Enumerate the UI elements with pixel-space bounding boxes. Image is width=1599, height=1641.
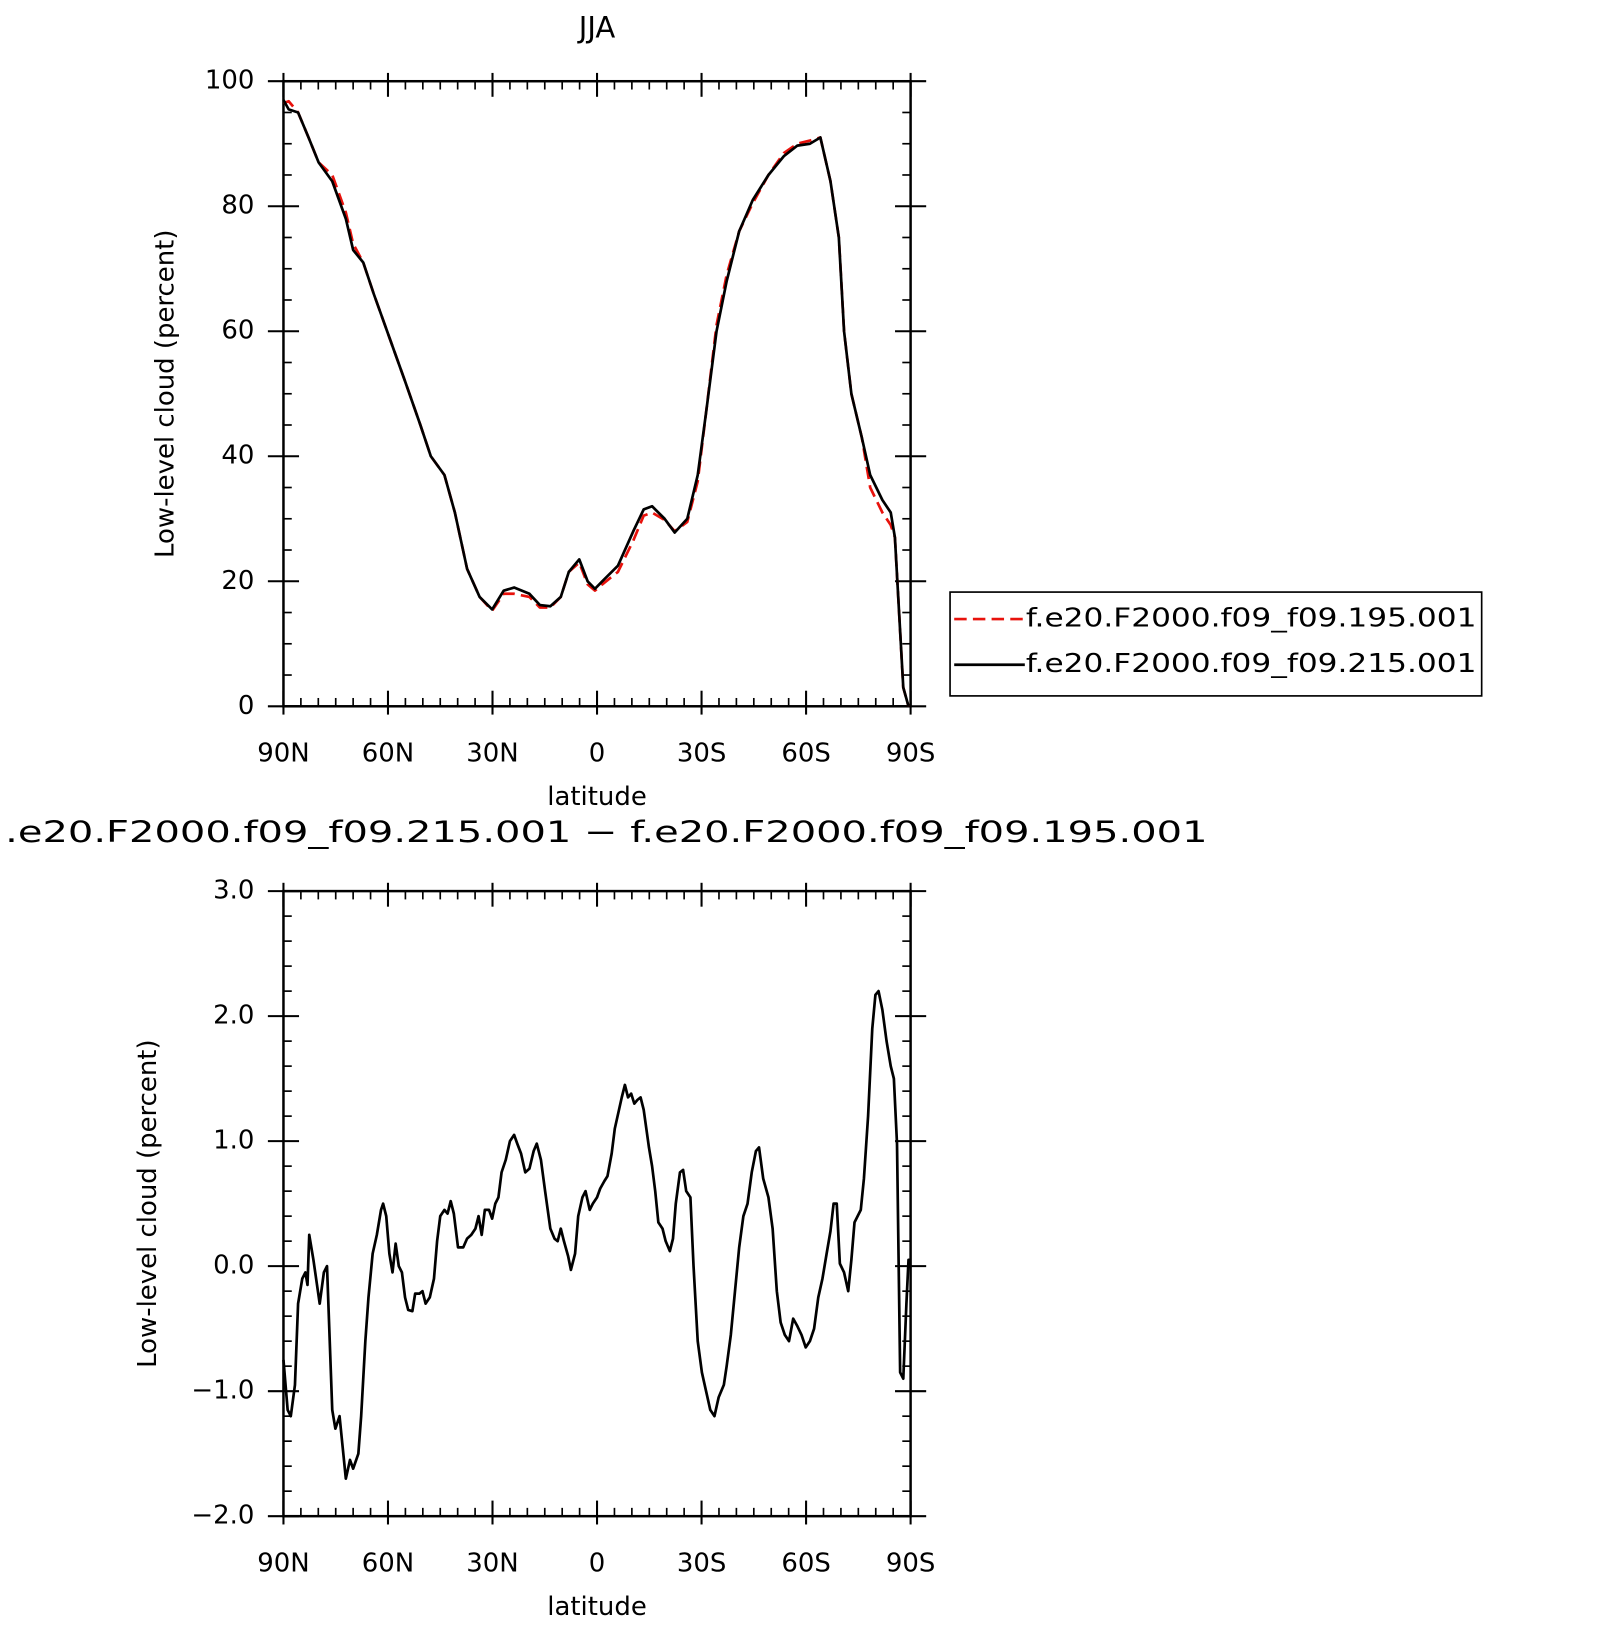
chart-title: JJA [577, 10, 616, 44]
x-tick-label: 60N [362, 1548, 414, 1578]
x-axis-label: latitude [547, 782, 647, 812]
x-tick-label: 0 [589, 1548, 606, 1578]
y-tick-label: 80 [221, 191, 254, 221]
y-tick-label: 40 [221, 441, 254, 471]
x-tick-label: 0 [589, 739, 606, 769]
y-tick-label: 60 [221, 316, 254, 346]
y-tick-label: −1.0 [191, 1376, 254, 1406]
x-tick-label: 90S [886, 1548, 935, 1578]
x-tick-label: 60N [362, 739, 414, 769]
y-tick-label: 1.0 [213, 1126, 254, 1156]
plot-frame [282, 889, 912, 1518]
y-tick-label: 0 [238, 691, 255, 721]
chart-title: .e20.F2000.f09_f09.215.001 − f.e20.F2000… [5, 815, 1207, 849]
y-axis-label: Low-level cloud (percent) [151, 230, 181, 558]
y-axis-label: Low-level cloud (percent) [133, 1039, 163, 1367]
y-tick-label: 3.0 [213, 876, 254, 906]
legend-label: f.e20.F2000.f09_f09.195.001 [1026, 604, 1477, 634]
y-tick-label: 20 [221, 566, 254, 596]
y-tick-label: 0.0 [213, 1251, 254, 1281]
legend-label: f.e20.F2000.f09_f09.215.001 [1026, 649, 1477, 679]
x-tick-label: 30N [466, 739, 518, 769]
legend-box [949, 591, 1483, 697]
x-tick-label: 90N [257, 1548, 309, 1578]
x-tick-label: 30N [466, 1548, 518, 1578]
x-tick-label: 30S [677, 1548, 726, 1578]
x-tick-label: 60S [781, 1548, 830, 1578]
plot-frame [282, 79, 912, 708]
x-tick-label: 90N [257, 739, 309, 769]
x-tick-label: 90S [886, 739, 935, 769]
data-line [282, 989, 911, 1481]
y-tick-label: 100 [205, 66, 255, 96]
y-tick-label: 2.0 [213, 1001, 254, 1031]
y-tick-label: −2.0 [191, 1501, 254, 1531]
data-line [283, 99, 910, 707]
x-tick-label: 30S [677, 739, 726, 769]
data-line [282, 99, 910, 707]
x-tick-label: 60S [781, 739, 830, 769]
x-axis-label: latitude [547, 1592, 647, 1622]
